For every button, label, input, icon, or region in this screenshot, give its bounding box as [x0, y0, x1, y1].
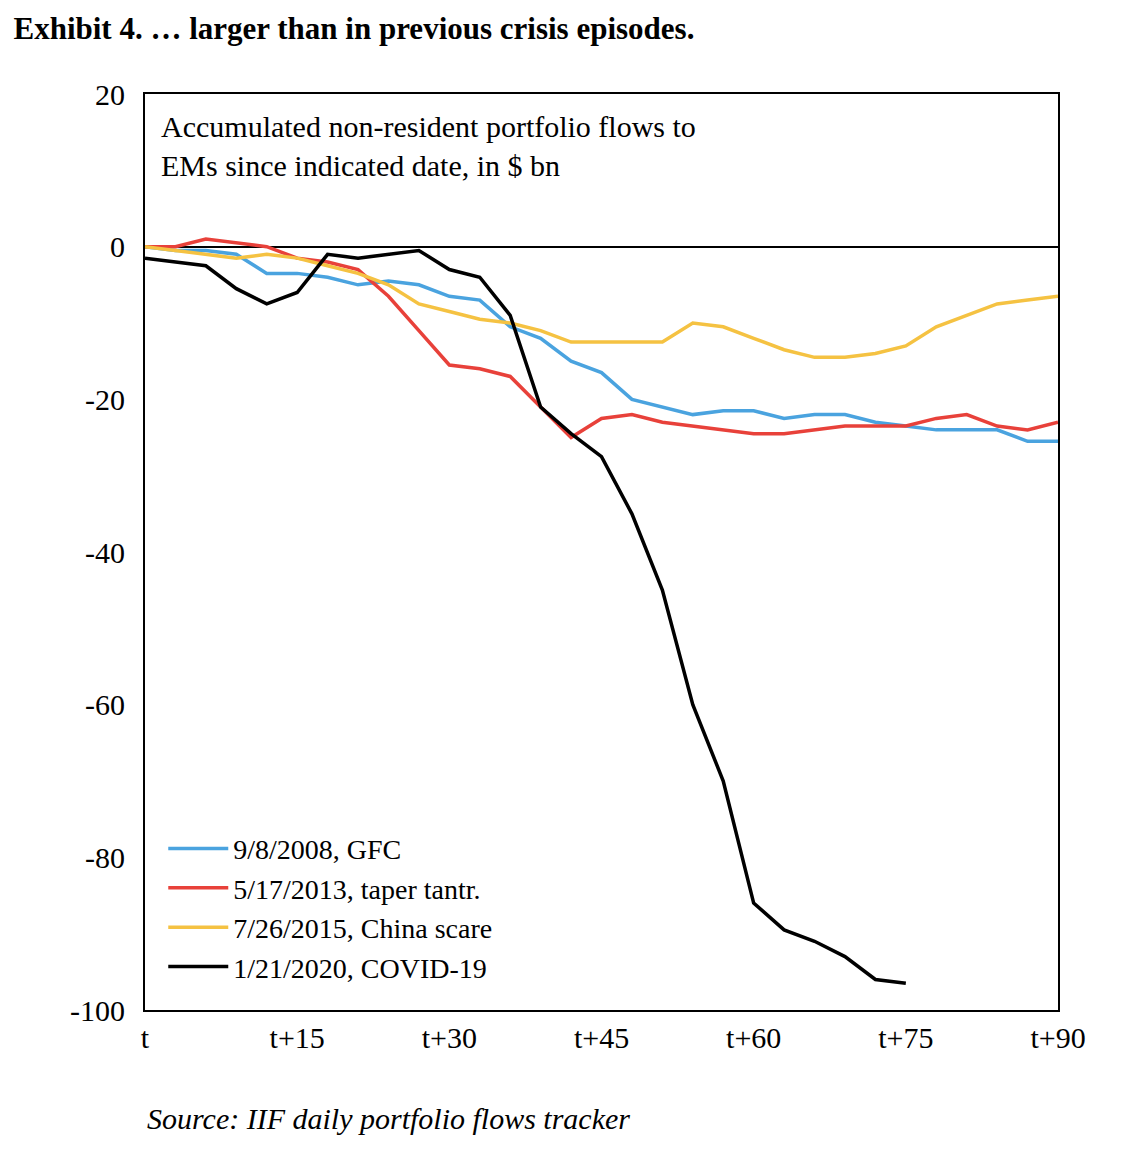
svg-text:1/21/2020, COVID-19: 1/21/2020, COVID-19 [233, 953, 487, 984]
svg-text:t+15: t+15 [270, 1021, 325, 1054]
svg-text:t: t [141, 1021, 150, 1054]
svg-text:Accumulated non-resident portf: Accumulated non-resident portfolio flows… [161, 110, 696, 182]
svg-text:0: 0 [110, 230, 125, 263]
svg-text:5/17/2013, taper tantr.: 5/17/2013, taper tantr. [233, 874, 480, 905]
svg-text:t+90: t+90 [1030, 1021, 1085, 1054]
svg-text:-60: -60 [85, 688, 125, 721]
svg-text:-40: -40 [85, 536, 125, 569]
svg-text:9/8/2008, GFC: 9/8/2008, GFC [233, 834, 401, 865]
svg-text:-80: -80 [85, 841, 125, 874]
svg-text:t+30: t+30 [422, 1021, 477, 1054]
svg-text:t+60: t+60 [726, 1021, 781, 1054]
svg-text:t+75: t+75 [878, 1021, 933, 1054]
svg-text:t+45: t+45 [574, 1021, 629, 1054]
svg-text:-20: -20 [85, 383, 125, 416]
svg-text:-100: -100 [70, 994, 125, 1027]
svg-text:20: 20 [95, 78, 125, 111]
svg-text:Exhibit 4. … larger than in pr: Exhibit 4. … larger than in previous cri… [13, 11, 694, 46]
svg-text:7/26/2015, China scare: 7/26/2015, China scare [233, 913, 492, 944]
svg-text:Source: IIF daily portfolio fl: Source: IIF daily portfolio flows tracke… [147, 1102, 630, 1135]
